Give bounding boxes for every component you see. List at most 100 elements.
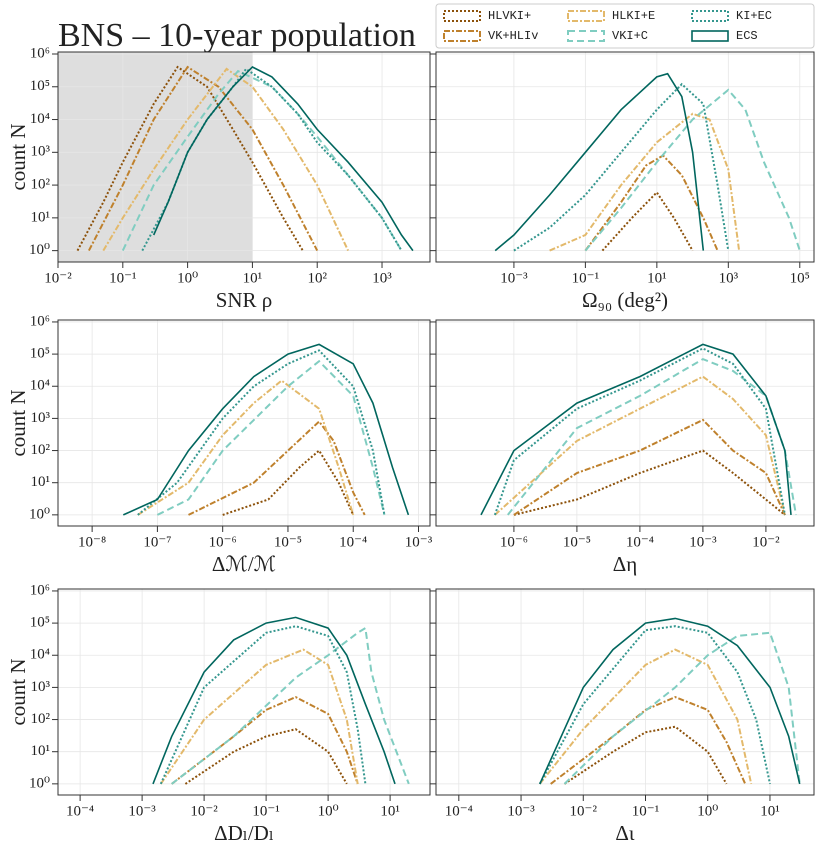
legend-label: KI+EC bbox=[736, 9, 772, 23]
series-group bbox=[494, 72, 801, 252]
series-line bbox=[549, 112, 741, 252]
x-tick-label: 10⁻¹ bbox=[109, 270, 136, 286]
series-line bbox=[563, 631, 801, 785]
y-tick-label: 10⁰ bbox=[29, 242, 50, 258]
x-tick-label: 10⁰ bbox=[177, 270, 198, 286]
x-tick-label: 10⁻⁴ bbox=[445, 803, 473, 819]
plot-frame bbox=[57, 51, 431, 263]
y-tick-label: 10⁵ bbox=[30, 346, 50, 362]
x-axis-label: SNR ρ bbox=[216, 288, 273, 312]
series-line bbox=[513, 449, 786, 516]
x-tick-label: 10⁻⁵ bbox=[274, 534, 302, 550]
x-tick-label: 10⁻¹ bbox=[632, 803, 659, 819]
x-tick-label: 10⁻² bbox=[190, 803, 218, 819]
legend-swatch bbox=[443, 10, 481, 22]
legend-label: VK+HLIv bbox=[488, 29, 538, 43]
legend-label: HLVKI+ bbox=[488, 9, 531, 23]
series-line bbox=[184, 728, 348, 785]
legend-box bbox=[435, 3, 815, 49]
plot-area bbox=[58, 320, 430, 526]
series-line bbox=[222, 449, 355, 516]
series-group bbox=[76, 65, 414, 252]
series-group bbox=[480, 343, 797, 516]
x-tick-label: 10¹ bbox=[243, 270, 263, 286]
series-line bbox=[563, 725, 728, 785]
figure-title: BNS – 10-year population bbox=[58, 17, 416, 54]
y-tick-label: 10⁵ bbox=[30, 615, 50, 631]
series-line bbox=[152, 66, 414, 252]
series-line bbox=[137, 379, 355, 516]
plot-area bbox=[58, 589, 430, 795]
x-tick-label: 10⁰ bbox=[318, 803, 339, 819]
x-tick-label: 10⁻³ bbox=[128, 803, 156, 819]
y-tick-label: 10² bbox=[31, 711, 51, 727]
series-line bbox=[494, 72, 705, 252]
x-axis-label: Δη bbox=[613, 552, 638, 576]
series-line bbox=[102, 67, 350, 252]
x-tick-label: 10⁻¹ bbox=[572, 270, 599, 286]
series-line bbox=[171, 695, 359, 785]
y-tick-label: 10⁴ bbox=[30, 111, 50, 127]
series-line bbox=[122, 343, 410, 516]
x-tick-label: 10⁻² bbox=[44, 270, 72, 286]
y-tick-label: 10² bbox=[31, 177, 51, 193]
plot-area bbox=[436, 589, 814, 795]
legend-label: ECS bbox=[736, 29, 758, 43]
series-line bbox=[539, 617, 801, 785]
legend-swatch bbox=[691, 30, 729, 42]
legend-label: VKI+C bbox=[612, 29, 648, 43]
y-tick-label: 10⁴ bbox=[30, 378, 50, 394]
series-line bbox=[188, 420, 366, 516]
series-line bbox=[601, 190, 694, 252]
plot-area bbox=[436, 320, 814, 526]
x-tick-label: 10⁻³ bbox=[689, 534, 717, 550]
legend-swatch bbox=[443, 30, 481, 42]
y-tick-label: 10³ bbox=[31, 679, 51, 695]
x-tick-label: 10⁻³ bbox=[405, 534, 433, 550]
x-tick-label: 10⁻⁸ bbox=[78, 534, 106, 550]
series-line bbox=[88, 65, 319, 252]
plot-frame bbox=[57, 588, 431, 796]
x-tick-label: 10⁵ bbox=[790, 270, 810, 286]
x-tick-label: 10⁻⁷ bbox=[143, 534, 171, 550]
plot-frame bbox=[435, 319, 815, 527]
y-tick-label: 10⁶ bbox=[30, 313, 50, 329]
y-axis-label: count N bbox=[6, 123, 30, 190]
plot-frame bbox=[57, 319, 431, 527]
y-tick-label: 10⁶ bbox=[30, 45, 50, 61]
series-line bbox=[156, 359, 386, 516]
y-tick-label: 10³ bbox=[31, 410, 51, 426]
plot-area bbox=[436, 52, 814, 262]
series-group bbox=[152, 616, 410, 785]
series-line bbox=[159, 648, 359, 785]
x-tick-label: 10³ bbox=[719, 270, 739, 286]
x-tick-label: 10¹ bbox=[760, 803, 780, 819]
series-line bbox=[513, 418, 786, 516]
x-tick-label: 10¹ bbox=[380, 803, 400, 819]
y-tick-label: 10¹ bbox=[31, 474, 51, 490]
x-tick-label: 10⁻⁴ bbox=[339, 534, 367, 550]
y-tick-label: 10⁵ bbox=[30, 78, 50, 94]
x-tick-label: 10⁻² bbox=[752, 534, 780, 550]
y-tick-label: 10¹ bbox=[31, 743, 51, 759]
plot-frame bbox=[435, 51, 815, 263]
x-tick-label: 10⁻⁴ bbox=[66, 803, 94, 819]
x-tick-label: 10⁰ bbox=[697, 803, 718, 819]
y-axis-label: count N bbox=[6, 658, 30, 725]
x-tick-label: 10⁻⁴ bbox=[626, 534, 654, 550]
series-line bbox=[152, 616, 396, 785]
y-tick-label: 10¹ bbox=[31, 209, 51, 225]
series-line bbox=[480, 343, 792, 516]
x-tick-label: 10⁻⁶ bbox=[500, 534, 528, 550]
series-group bbox=[538, 617, 801, 785]
x-axis-label: ΔDₗ/Dₗ bbox=[214, 821, 274, 845]
y-tick-label: 10⁶ bbox=[30, 582, 50, 598]
y-tick-label: 10⁴ bbox=[30, 647, 50, 663]
x-tick-label: 10⁻³ bbox=[500, 270, 528, 286]
x-axis-label: Δℳ/ℳ bbox=[212, 552, 276, 576]
y-tick-label: 10³ bbox=[31, 144, 51, 160]
series-group bbox=[122, 343, 410, 516]
series-line bbox=[494, 375, 786, 516]
x-axis-label: Δι bbox=[615, 821, 635, 845]
